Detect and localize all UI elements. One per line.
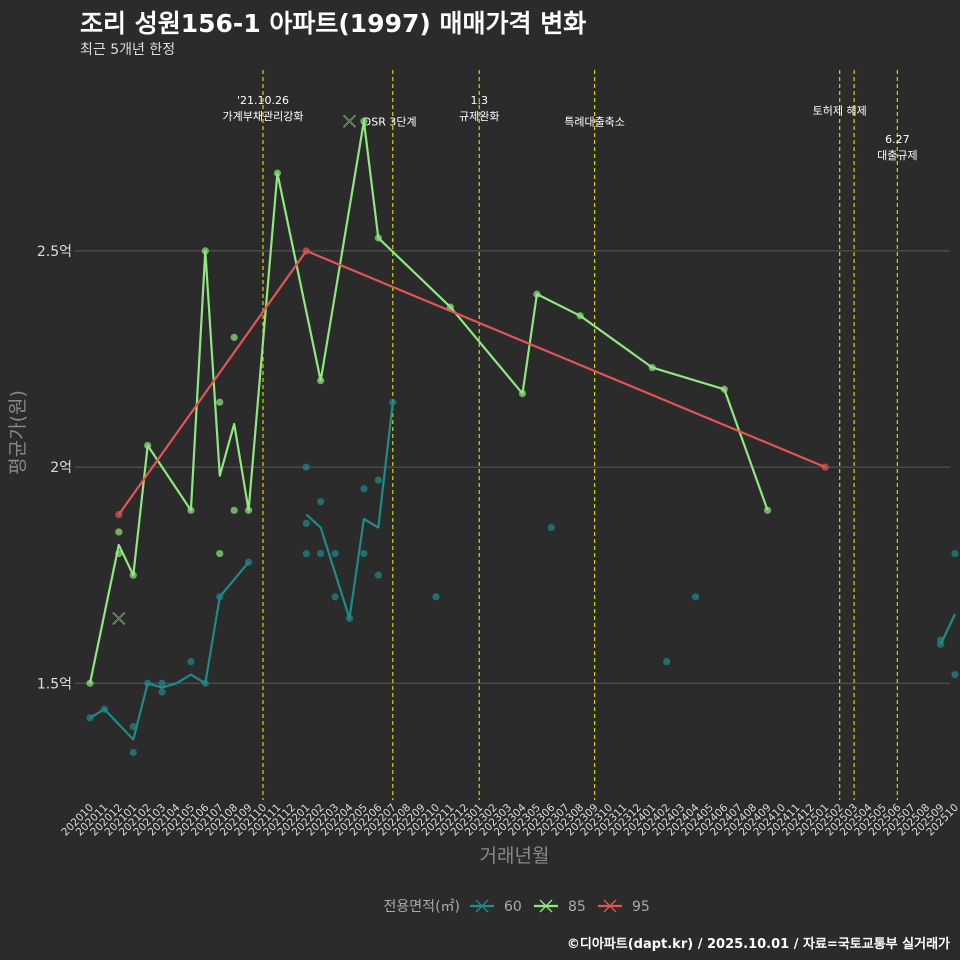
legend-label-85: 85	[568, 899, 586, 915]
point-85	[230, 506, 238, 514]
point-60	[360, 549, 368, 558]
point-60	[317, 549, 325, 558]
point-60	[302, 519, 310, 527]
point-60	[302, 463, 310, 471]
point-60	[432, 593, 440, 601]
x-axis-title: 거래년월	[480, 845, 550, 867]
point-60	[129, 748, 137, 757]
point-60	[547, 524, 555, 532]
point-85	[230, 333, 238, 341]
event-label: DSR 3단계	[363, 116, 417, 129]
line-60	[305, 402, 394, 620]
point-60	[158, 688, 166, 696]
point-60	[374, 571, 382, 579]
event-label: 6.27	[885, 133, 910, 146]
point-60	[951, 549, 959, 558]
y-tick-label: 1.5억	[37, 676, 72, 692]
legend-label-95: 95	[632, 899, 650, 915]
source-caption: ©디아파트(dapt.kr) / 2025.10.01 / 자료=국토교통부 실…	[566, 937, 950, 952]
chart-title: 조리 성원156-1 아파트(1997) 매매가격 변화	[80, 9, 587, 38]
legend-marker-85	[539, 899, 553, 913]
line-60	[89, 561, 250, 741]
event-label: 토허제 해제	[813, 104, 867, 118]
y-tick-label: 2억	[50, 460, 72, 476]
line-85	[88, 120, 769, 684]
event-label: '21.10.26	[237, 94, 289, 107]
legend-label-60: 60	[504, 899, 522, 915]
point-60	[374, 476, 382, 484]
point-60	[663, 658, 671, 666]
point-60	[331, 593, 339, 601]
event-label: 특례대출축소	[564, 116, 625, 129]
grid-layer	[75, 250, 950, 684]
legend-marker-95	[603, 899, 617, 913]
event-layer: '21.10.26 가계부채관리강화 DSR 3단계 1.3 규제완화 특례대출축소 토허제…	[223, 70, 918, 800]
y-axis-title: 평균가(원)	[7, 390, 29, 475]
event-label: 규제완화	[459, 110, 499, 123]
axis-layer: 1.5억2억2.5억202010202011202012202101202102…	[7, 244, 960, 867]
point-60	[360, 485, 368, 493]
cross-marker-outline-85	[343, 114, 356, 128]
line-95	[117, 249, 826, 516]
cross-marker-outline-85	[112, 612, 126, 625]
legend: 전용면적(㎡) 60 85 95	[384, 899, 650, 915]
point-85	[216, 398, 224, 406]
legend-marker-60	[475, 899, 489, 913]
point-60	[331, 549, 339, 558]
series-layer	[86, 114, 959, 757]
event-label: 가계부채관리강화	[223, 110, 304, 123]
chart-subtitle: 최근 5개년 한정	[80, 42, 176, 58]
legend-title: 전용면적(㎡)	[384, 899, 460, 915]
point-60	[691, 593, 700, 601]
point-60	[158, 679, 166, 687]
event-label: 1.3	[471, 94, 489, 107]
y-tick-label: 2.5억	[37, 244, 72, 260]
point-60	[951, 671, 959, 679]
point-85	[763, 506, 772, 514]
point-85	[115, 528, 123, 536]
point-60	[187, 658, 195, 666]
line-60	[939, 613, 956, 645]
event-label: 대출규제	[877, 149, 917, 162]
point-85	[216, 549, 224, 558]
point-60	[302, 549, 310, 558]
point-60	[317, 498, 325, 506]
